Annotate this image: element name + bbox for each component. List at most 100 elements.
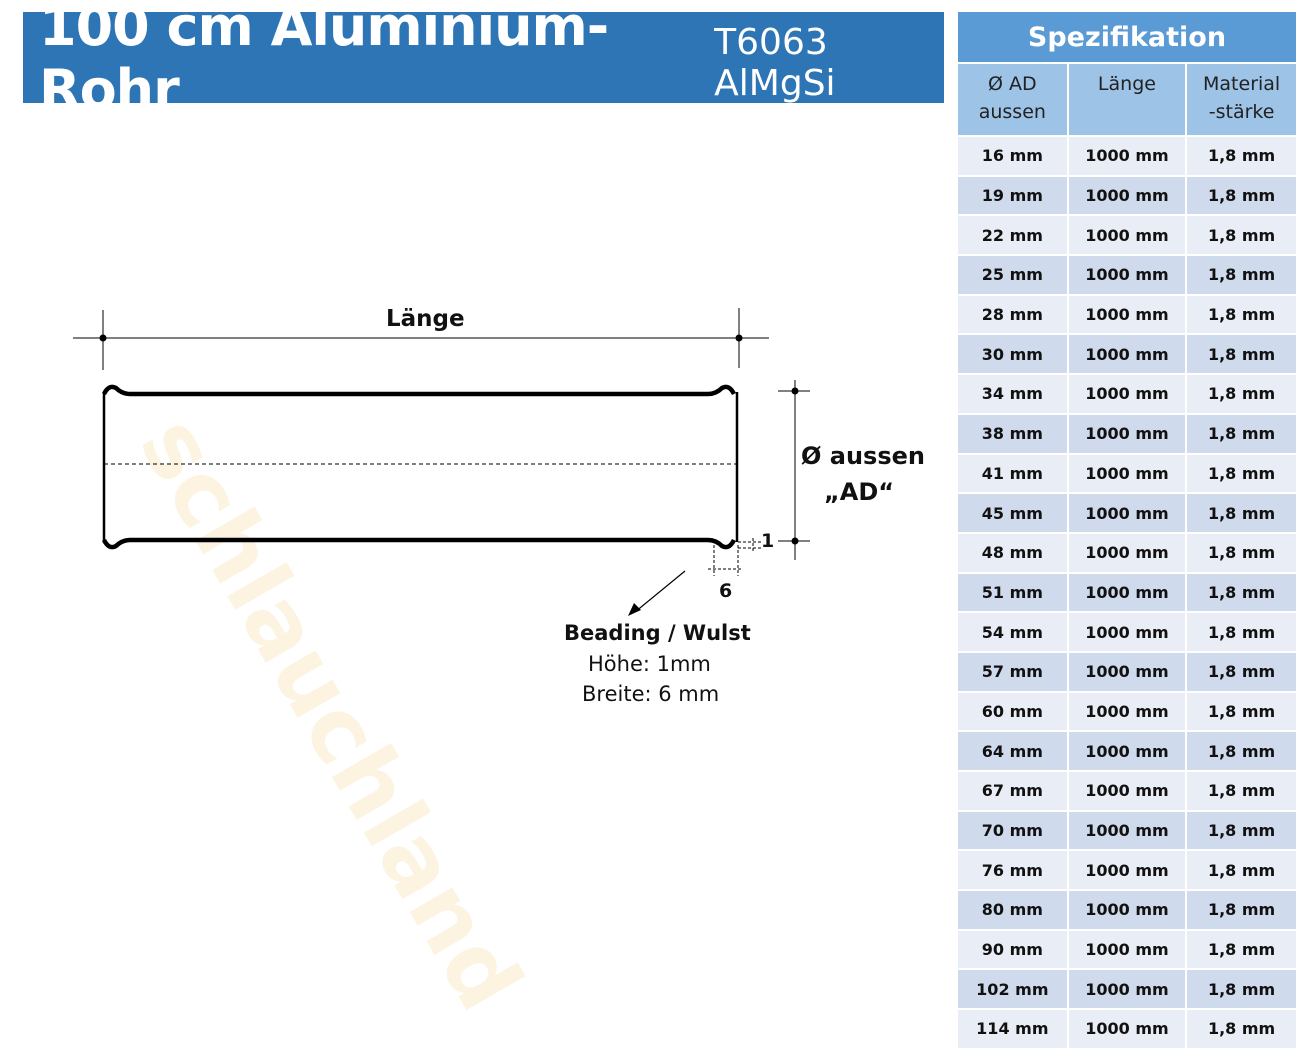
- table-cell: 70 mm: [958, 811, 1067, 850]
- table-row: 64 mm 1000 mm 1,8 mm: [958, 732, 1296, 770]
- table-row: 48 mm 1000 mm 1,8 mm: [958, 533, 1296, 572]
- table-cell: 1,8 mm: [1187, 652, 1296, 691]
- table-cell: 22 mm: [958, 216, 1067, 255]
- table-cell: 34 mm: [958, 375, 1067, 413]
- title-main: 100 cm Aluminium-Rohr: [39, 0, 609, 121]
- table-row: 90 mm 1000 mm 1,8 mm: [958, 930, 1296, 969]
- pipe-diagram: [73, 308, 810, 616]
- table-cell: 1000 mm: [1068, 176, 1186, 215]
- table-cell: 30 mm: [958, 335, 1067, 374]
- pipe-bottom-wall: [101, 537, 737, 550]
- table-row: 76 mm 1000 mm 1,8 mm: [958, 851, 1296, 890]
- table-cell: 1,8 mm: [1187, 970, 1296, 1009]
- length-label: Länge: [386, 306, 465, 332]
- table-cell: 1000 mm: [1068, 1010, 1186, 1048]
- table-cell: 102 mm: [958, 970, 1067, 1009]
- table-cell: 67 mm: [958, 772, 1067, 810]
- table-row: 114 mm 1000 mm 1,8 mm: [958, 1010, 1296, 1048]
- table-cell: 90 mm: [958, 930, 1067, 969]
- table-cell: 25 mm: [958, 256, 1067, 294]
- table-cell: 1,8 mm: [1187, 573, 1296, 612]
- beading-height: Höhe: 1mm: [588, 652, 711, 676]
- table-row: 102 mm 1000 mm 1,8 mm: [958, 970, 1296, 1009]
- table-cell: 1000 mm: [1068, 970, 1186, 1009]
- table-cell: 1000 mm: [1068, 652, 1186, 691]
- table-cell: 1,8 mm: [1187, 295, 1296, 334]
- column-header-line: Länge: [1097, 73, 1156, 95]
- beading-arrow: [634, 570, 686, 613]
- column-header-line: aussen: [978, 101, 1046, 123]
- table-cell: 19 mm: [958, 176, 1067, 215]
- table-cell: 1000 mm: [1068, 851, 1186, 890]
- page-title: 100 cm Aluminium-Rohr T6063 AlMgSi: [23, 0, 944, 121]
- column-header: Ø AD aussen: [958, 64, 1067, 135]
- table-cell: 1000 mm: [1068, 494, 1186, 532]
- table-row: 51 mm 1000 mm 1,8 mm: [958, 573, 1296, 612]
- table-cell: 57 mm: [958, 652, 1067, 691]
- table-cell: 1,8 mm: [1187, 454, 1296, 493]
- table-row: 70 mm 1000 mm 1,8 mm: [958, 811, 1296, 850]
- table-cell: 1,8 mm: [1187, 692, 1296, 731]
- table-cell: 16 mm: [958, 137, 1067, 175]
- table-row: 16 mm 1000 mm 1,8 mm: [958, 137, 1296, 175]
- table-cell: 1000 mm: [1068, 454, 1186, 493]
- table-cell: 64 mm: [958, 732, 1067, 770]
- table-row: 22 mm 1000 mm 1,8 mm: [958, 216, 1296, 255]
- table-cell: 1,8 mm: [1187, 375, 1296, 413]
- table-cell: 1000 mm: [1068, 216, 1186, 255]
- table-cell: 1000 mm: [1068, 335, 1186, 374]
- table-cell: 80 mm: [958, 891, 1067, 929]
- table-cell: 1,8 mm: [1187, 930, 1296, 969]
- bead-height-dim: 1: [761, 530, 775, 552]
- table-cell: 1,8 mm: [1187, 891, 1296, 929]
- spec-table: Spezifikation Ø AD aussen Länge Material -st…: [958, 12, 1296, 1050]
- table-row: 60 mm 1000 mm 1,8 mm: [958, 692, 1296, 731]
- column-header: Material -stärke: [1187, 64, 1296, 135]
- table-cell: 1,8 mm: [1187, 533, 1296, 572]
- table-cell: 1000 mm: [1068, 811, 1186, 850]
- table-cell: 1000 mm: [1068, 573, 1186, 612]
- table-row: 38 mm 1000 mm 1,8 mm: [958, 414, 1296, 453]
- spec-title: Spezifikation: [958, 12, 1296, 62]
- table-cell: 1000 mm: [1068, 375, 1186, 413]
- beading-width: Breite: 6 mm: [582, 682, 720, 706]
- table-cell: 54 mm: [958, 613, 1067, 651]
- table-row: 34 mm 1000 mm 1,8 mm: [958, 375, 1296, 413]
- table-cell: 1,8 mm: [1187, 732, 1296, 770]
- table-cell: 28 mm: [958, 295, 1067, 334]
- table-cell: 1,8 mm: [1187, 1010, 1296, 1048]
- table-cell: 1,8 mm: [1187, 414, 1296, 453]
- table-cell: 60 mm: [958, 692, 1067, 731]
- table-cell: 1000 mm: [1068, 692, 1186, 731]
- table-cell: 1000 mm: [1068, 772, 1186, 810]
- table-cell: 1000 mm: [1068, 137, 1186, 175]
- table-row: 67 mm 1000 mm 1,8 mm: [958, 772, 1296, 810]
- table-cell: 48 mm: [958, 533, 1067, 572]
- table-cell: 1,8 mm: [1187, 494, 1296, 532]
- table-row: 54 mm 1000 mm 1,8 mm: [958, 613, 1296, 651]
- column-header-line: Ø AD: [988, 73, 1037, 95]
- table-row: 25 mm 1000 mm 1,8 mm: [958, 256, 1296, 294]
- table-cell: 1,8 mm: [1187, 335, 1296, 374]
- column-header-line: -stärke: [1208, 101, 1275, 123]
- table-cell: 1000 mm: [1068, 930, 1186, 969]
- table-row: 57 mm 1000 mm 1,8 mm: [958, 652, 1296, 691]
- table-cell: 1000 mm: [1068, 732, 1186, 770]
- table-cell: 1,8 mm: [1187, 256, 1296, 294]
- diameter-label: Ø aussen: [801, 442, 925, 470]
- table-cell: 51 mm: [958, 573, 1067, 612]
- pipe-top-wall: [101, 384, 737, 397]
- column-header: Länge: [1068, 64, 1186, 135]
- table-row: 19 mm 1000 mm 1,8 mm: [958, 176, 1296, 215]
- table-row: 80 mm 1000 mm 1,8 mm: [958, 891, 1296, 929]
- table-cell: 38 mm: [958, 414, 1067, 453]
- table-cell: 1,8 mm: [1187, 176, 1296, 215]
- table-cell: 1,8 mm: [1187, 137, 1296, 175]
- table-cell: 1,8 mm: [1187, 772, 1296, 810]
- table-row: 30 mm 1000 mm 1,8 mm: [958, 335, 1296, 374]
- table-cell: 45 mm: [958, 494, 1067, 532]
- table-cell: 1000 mm: [1068, 256, 1186, 294]
- table-cell: 76 mm: [958, 851, 1067, 890]
- table-cell: 41 mm: [958, 454, 1067, 493]
- table-row: 28 mm 1000 mm 1,8 mm: [958, 295, 1296, 334]
